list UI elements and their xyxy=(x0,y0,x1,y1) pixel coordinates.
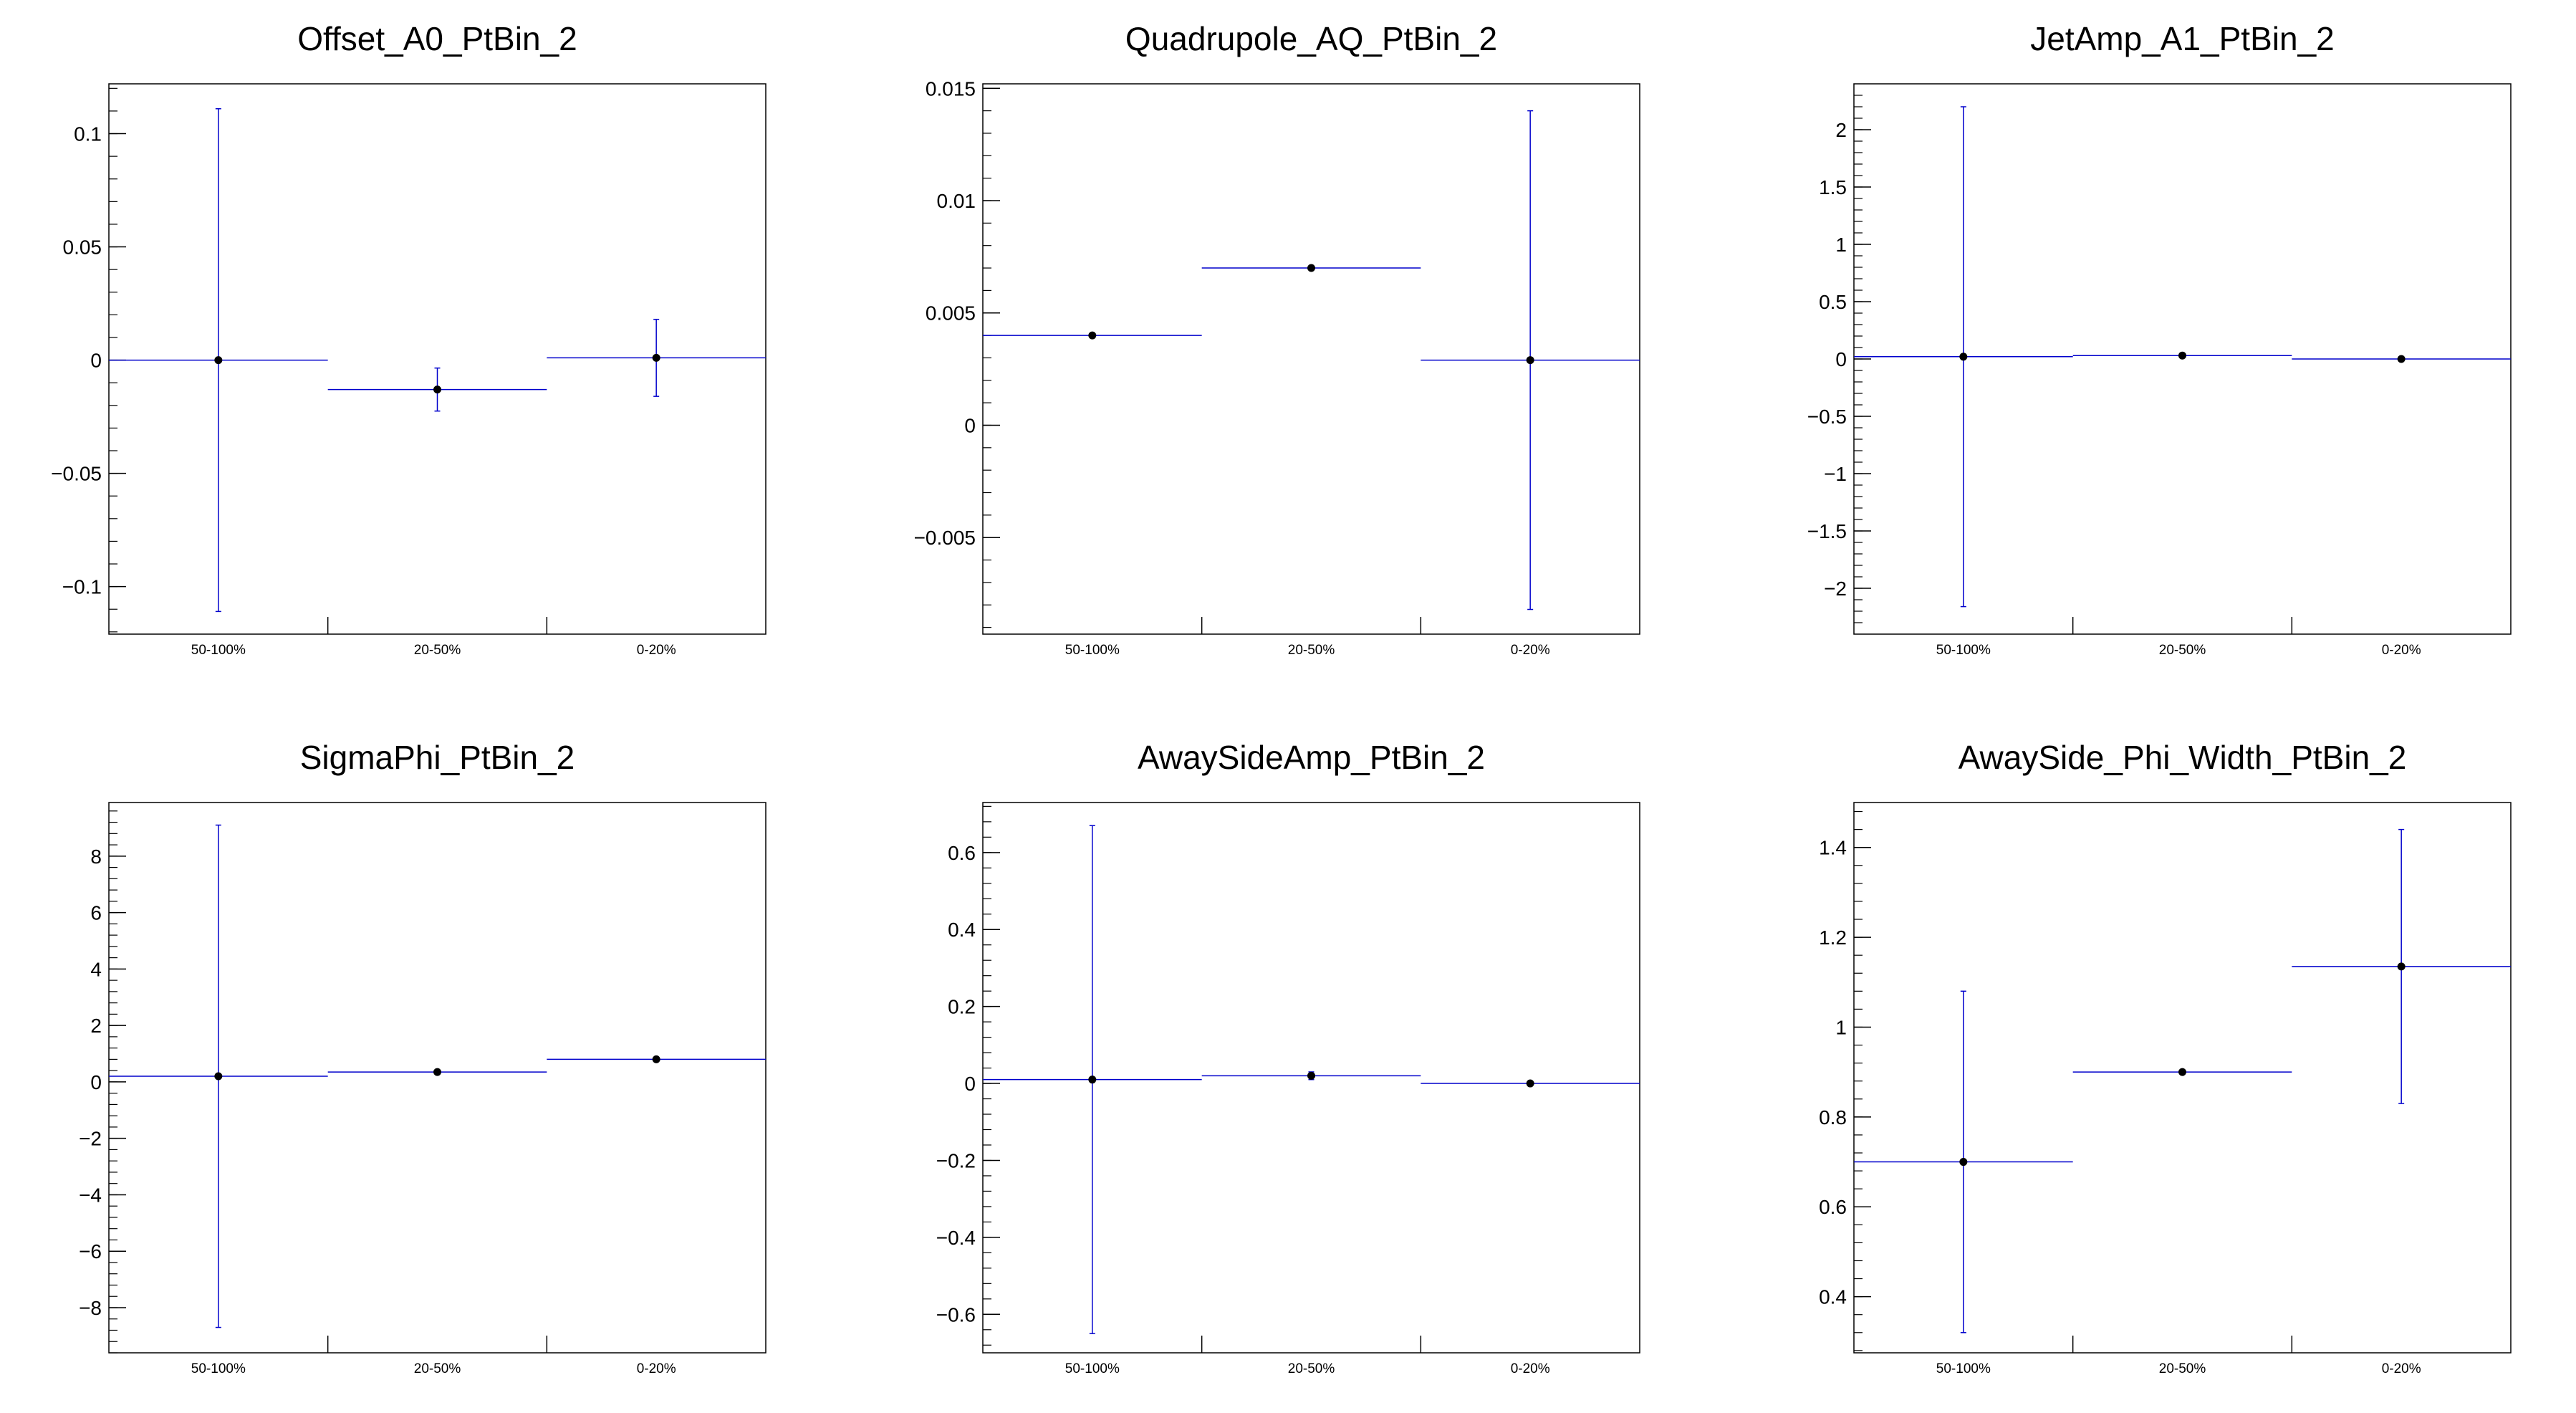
y-tick-label: 0.05 xyxy=(63,236,102,259)
y-tick-label: −1.5 xyxy=(1807,520,1847,542)
chart-title: Offset_A0_PtBin_2 xyxy=(297,20,577,57)
y-tick-label: 8 xyxy=(90,846,102,868)
data-point xyxy=(2397,962,2406,971)
data-point xyxy=(652,353,660,362)
data-point xyxy=(433,1068,441,1076)
data-point xyxy=(1307,1071,1315,1080)
chart-title: SigmaPhi_PtBin_2 xyxy=(300,739,575,776)
y-tick-label: 0.015 xyxy=(926,77,976,100)
y-tick-label: 0.005 xyxy=(926,302,976,325)
y-tick-label: −6 xyxy=(79,1240,102,1263)
data-point xyxy=(2178,351,2186,360)
chart-panel: SigmaPhi_PtBin_2 −8 −6 −4 −2 0 2 4 6 8 50-100% 20-5… xyxy=(79,739,766,1376)
y-tick-label: −0.5 xyxy=(1807,406,1847,428)
x-category-label: 20-50% xyxy=(1288,1361,1335,1376)
y-tick-label: 6 xyxy=(90,902,102,924)
data-point xyxy=(1307,264,1315,272)
y-tick-label: −2 xyxy=(1824,578,1847,600)
chart-panel: Offset_A0_PtBin_2 −0.1 −0.05 0 0.05 0.1 50-100… xyxy=(51,20,766,658)
y-tick-label: 0.5 xyxy=(1819,291,1847,313)
chart-panel: AwaySideAmp_PtBin_2 −0.6 −0.4 −0.2 0 0.2 0.4 0.… xyxy=(936,739,1640,1376)
y-tick-label: −0.6 xyxy=(936,1303,976,1326)
y-tick-label: 0.4 xyxy=(948,919,976,941)
data-point xyxy=(433,385,441,394)
y-tick-label: 0 xyxy=(90,350,102,372)
x-category-label: 50-100% xyxy=(1065,1361,1120,1376)
y-tick-label: 0 xyxy=(964,414,976,436)
chart-title: AwaySideAmp_PtBin_2 xyxy=(1138,739,1485,776)
data-point xyxy=(214,356,223,365)
y-tick-label: 2 xyxy=(90,1015,102,1037)
x-category-label: 20-50% xyxy=(414,1361,461,1376)
plot-frame xyxy=(982,83,1640,635)
data-point xyxy=(2397,355,2406,363)
data-point xyxy=(1526,1079,1534,1088)
x-category-label: 0-20% xyxy=(1511,1361,1550,1376)
chart-title: AwaySide_Phi_Width_PtBin_2 xyxy=(1959,739,2407,776)
y-tick-label: −0.05 xyxy=(51,463,102,485)
y-tick-label: −0.005 xyxy=(914,527,976,549)
y-tick-label: 0.6 xyxy=(1819,1196,1847,1218)
y-tick-label: 0.2 xyxy=(948,996,976,1018)
data-point xyxy=(1088,1076,1097,1084)
data-point xyxy=(652,1055,660,1063)
data-point xyxy=(1959,1158,1968,1167)
x-category-label: 0-20% xyxy=(2382,1361,2421,1376)
chart-title: Quadrupole_AQ_PtBin_2 xyxy=(1125,20,1497,57)
x-category-label: 0-20% xyxy=(1511,643,1550,658)
y-tick-label: 0 xyxy=(964,1073,976,1095)
chart-panel: AwaySide_Phi_Width_PtBin_2 0.4 0.6 0.8 1 1.2 1… xyxy=(1819,739,2512,1376)
plot-frame xyxy=(108,83,766,635)
y-tick-label: −0.1 xyxy=(62,576,102,598)
y-tick-label: 2 xyxy=(1835,119,1847,141)
x-category-label: 50-100% xyxy=(1936,1361,1991,1376)
x-category-label: 50-100% xyxy=(191,643,246,658)
y-tick-label: 1.4 xyxy=(1819,837,1847,859)
y-tick-label: −0.2 xyxy=(936,1149,976,1172)
y-tick-label: 1 xyxy=(1835,1016,1847,1038)
chart-panel: Quadrupole_AQ_PtBin_2 −0.005 0 0.005 0.01 0.0… xyxy=(914,20,1640,658)
chart-title: JetAmp_A1_PtBin_2 xyxy=(2030,20,2335,57)
y-tick-label: 0.4 xyxy=(1819,1286,1847,1308)
y-tick-label: −4 xyxy=(79,1184,102,1206)
y-tick-label: −0.4 xyxy=(936,1227,976,1249)
data-point xyxy=(1088,331,1097,340)
y-tick-label: −1 xyxy=(1824,463,1847,485)
y-tick-label: 1.5 xyxy=(1819,176,1847,198)
x-category-label: 0-20% xyxy=(637,643,676,658)
y-tick-label: −8 xyxy=(79,1297,102,1319)
x-category-label: 0-20% xyxy=(637,1361,676,1376)
data-point xyxy=(214,1072,223,1081)
y-tick-label: 1.2 xyxy=(1819,926,1847,949)
y-tick-label: 4 xyxy=(90,958,102,980)
y-tick-label: 1 xyxy=(1835,234,1847,256)
data-point xyxy=(1959,353,1968,361)
plot-frame xyxy=(1853,802,2512,1354)
y-tick-label: 0.1 xyxy=(74,123,102,145)
x-category-label: 50-100% xyxy=(1936,643,1991,658)
x-category-label: 50-100% xyxy=(1065,643,1120,658)
y-tick-label: 0.6 xyxy=(948,842,976,864)
y-tick-label: 0.8 xyxy=(1819,1106,1847,1129)
data-point xyxy=(1526,356,1534,365)
plot-frame xyxy=(108,802,766,1354)
y-tick-label: 0 xyxy=(1835,348,1847,370)
x-category-label: 0-20% xyxy=(2382,643,2421,658)
plot-frame xyxy=(982,802,1640,1354)
x-category-label: 20-50% xyxy=(2159,643,2206,658)
x-category-label: 50-100% xyxy=(191,1361,246,1376)
x-category-label: 20-50% xyxy=(414,643,461,658)
data-point xyxy=(2178,1068,2186,1076)
y-tick-label: −2 xyxy=(79,1128,102,1150)
y-tick-label: 0 xyxy=(90,1071,102,1093)
x-category-label: 20-50% xyxy=(1288,643,1335,658)
chart-panel: JetAmp_A1_PtBin_2 −2 −1.5 −1 −0.5 0 0.5 1 1.5 2 50… xyxy=(1807,20,2512,658)
x-category-label: 20-50% xyxy=(2159,1361,2206,1376)
y-tick-label: 0.01 xyxy=(937,190,976,212)
